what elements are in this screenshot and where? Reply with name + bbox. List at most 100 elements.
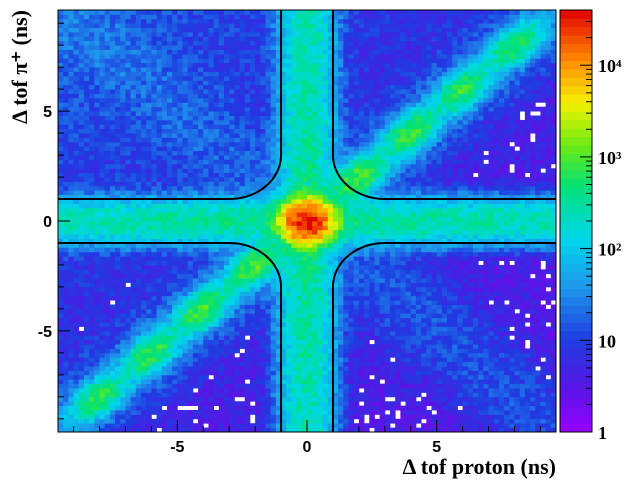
- heatmap-cell: [239, 146, 246, 152]
- heatmap-cell: [270, 278, 277, 283]
- heatmap-cell: [141, 89, 147, 94]
- heatmap-cell: [78, 177, 85, 182]
- heatmap-cell: [301, 199, 308, 204]
- heatmap-cell: [208, 300, 215, 305]
- heatmap-cell: [146, 106, 152, 112]
- heatmap-cell: [301, 330, 308, 336]
- heatmap-cell: [120, 414, 126, 420]
- heatmap-cell: [317, 106, 323, 112]
- heatmap-cell: [187, 31, 194, 37]
- heatmap-cell: [301, 344, 308, 349]
- heatmap-cell: [224, 330, 230, 336]
- heatmap-cell: [135, 379, 142, 385]
- heatmap-cell: [291, 128, 298, 134]
- heatmap-cell: [239, 304, 246, 310]
- heatmap-cell: [208, 199, 215, 204]
- heatmap-cell: [177, 27, 183, 33]
- heatmap-cell: [135, 93, 142, 99]
- heatmap-cell: [99, 67, 106, 72]
- heatmap-cell: [260, 392, 266, 398]
- heatmap-cell: [89, 269, 95, 275]
- heatmap-cell: [125, 339, 132, 345]
- heatmap-cell: [135, 348, 142, 354]
- heatmap-cell: [317, 414, 323, 420]
- heatmap-cell: [301, 97, 308, 103]
- heatmap-cell: [172, 18, 178, 24]
- heatmap-cell: [73, 150, 80, 156]
- heatmap-cell: [265, 212, 272, 218]
- heatmap-cell: [275, 53, 282, 59]
- heatmap-cell: [135, 10, 142, 15]
- heatmap-cell: [260, 256, 266, 261]
- heatmap-cell: [234, 14, 240, 20]
- heatmap-cell: [218, 172, 225, 178]
- heatmap-cell: [78, 366, 85, 371]
- heatmap-cell: [260, 119, 266, 125]
- heatmap-cell: [224, 115, 230, 121]
- heatmap-cell: [130, 185, 137, 191]
- heatmap-cell: [327, 388, 334, 393]
- heatmap-cell: [213, 286, 220, 292]
- heatmap-cell: [120, 357, 126, 363]
- heatmap-cell: [270, 326, 277, 332]
- heatmap-cell: [125, 190, 132, 196]
- heatmap-cell: [249, 84, 256, 90]
- heatmap-cell: [78, 14, 85, 20]
- heatmap-cell: [286, 62, 292, 68]
- heatmap-cell: [89, 168, 95, 174]
- heatmap-cell: [234, 185, 240, 191]
- heatmap-cell: [58, 18, 64, 24]
- heatmap-cell: [301, 115, 308, 121]
- heatmap-cell: [281, 300, 287, 305]
- heatmap-cell: [63, 31, 69, 37]
- heatmap-cell: [249, 62, 256, 68]
- heatmap-cell: [187, 133, 194, 138]
- heatmap-cell: [213, 269, 220, 275]
- heatmap-cell: [182, 251, 189, 257]
- heatmap-cell: [125, 229, 132, 235]
- heatmap-cell: [203, 278, 209, 283]
- heatmap-cell: [286, 106, 292, 112]
- heatmap-cell: [177, 137, 183, 143]
- heatmap-cell: [135, 273, 142, 279]
- heatmap-cell: [224, 106, 230, 112]
- heatmap-cell: [161, 370, 168, 376]
- heatmap-cell: [177, 348, 183, 354]
- heatmap-cell: [286, 49, 292, 55]
- heatmap-cell: [73, 18, 80, 24]
- heatmap-cell: [177, 168, 183, 174]
- heatmap-cell: [270, 339, 277, 345]
- heatmap-cell: [115, 168, 121, 174]
- heatmap-cell: [172, 229, 178, 235]
- heatmap-cell: [58, 304, 64, 310]
- heatmap-cell: [135, 119, 142, 125]
- heatmap-cell: [218, 146, 225, 152]
- heatmap-cell: [135, 203, 142, 209]
- heatmap-cell: [177, 291, 183, 297]
- heatmap-cell: [177, 256, 183, 261]
- heatmap-cell: [141, 14, 147, 20]
- heatmap-cell: [296, 427, 303, 433]
- heatmap-cell: [249, 67, 256, 72]
- heatmap-cell: [301, 23, 308, 28]
- heatmap-cell: [99, 352, 106, 358]
- heatmap-cell: [135, 308, 142, 314]
- heatmap-cell: [229, 313, 235, 319]
- heatmap-cell: [307, 18, 313, 24]
- heatmap-cell: [218, 221, 225, 226]
- heatmap-cell: [198, 27, 204, 33]
- heatmap-cell: [177, 111, 183, 116]
- heatmap-cell: [234, 313, 240, 319]
- heatmap-cell: [68, 168, 74, 174]
- heatmap-cell: [166, 133, 173, 138]
- heatmap-cell: [182, 344, 189, 349]
- heatmap-cell: [125, 348, 132, 354]
- heatmap-cell: [322, 295, 329, 301]
- heatmap-cell: [182, 212, 189, 218]
- heatmap-cell: [307, 75, 313, 81]
- heatmap-cell: [296, 339, 303, 345]
- heatmap-cell: [255, 330, 261, 336]
- heatmap-cell: [224, 278, 230, 283]
- heatmap-cell: [177, 238, 183, 244]
- heatmap-cell: [255, 71, 261, 77]
